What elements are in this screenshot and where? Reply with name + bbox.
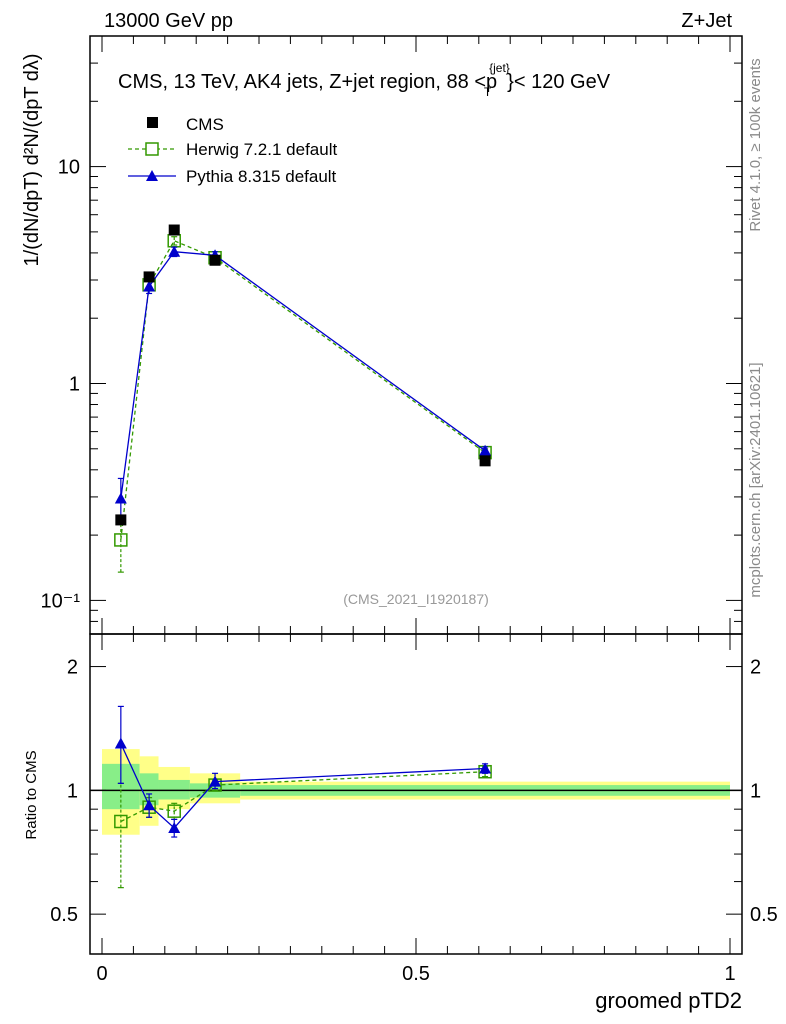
legend-marker-herwig [145, 142, 159, 156]
main-point-pythia [143, 280, 156, 292]
plot-title: CMS, 13 TeV, AK4 jets, Z+jet region, 88 … [118, 61, 611, 99]
process-label: Z+Jet [681, 10, 732, 32]
legend: CMS Herwig 7.2.1 default Pythia 8.315 de… [128, 115, 337, 186]
main-point-pythia [168, 245, 181, 257]
main-point-cms [115, 514, 127, 526]
ratio-ylabel: Ratio to CMS [23, 750, 40, 839]
ratio-point-pythia [143, 799, 156, 811]
main-series [114, 224, 492, 573]
ratio-band-inner [139, 773, 159, 806]
energy-label: 13000 GeV pp [104, 10, 233, 32]
ratio-ytick-label-right: 0.5 [750, 904, 778, 926]
xtick-label: 0 [96, 963, 107, 985]
ratio-point-pythia [209, 775, 222, 787]
title-sub: T [484, 85, 492, 99]
xtick-label: 1 [724, 963, 735, 985]
main-point-pythia [479, 444, 492, 456]
ratio-ytick-label: 0.5 [50, 904, 78, 926]
main-line-pythia [120, 251, 486, 499]
ratio-point-herwig [114, 814, 128, 829]
ratio-ytick-label-right: 1 [750, 780, 761, 802]
main-point-cms [168, 224, 180, 236]
main-point-cms [143, 271, 155, 283]
analysis-watermark: (CMS_2021_I1920187) [343, 591, 489, 607]
axis-ticks [90, 35, 742, 954]
mcplots-label: mcplots.cern.ch [arXiv:2401.10621] [747, 362, 764, 597]
ratio-bands [102, 749, 730, 835]
main-ytick-labels: 10⁻¹ 1 10 [41, 157, 81, 613]
title-sup: {jet} [489, 61, 510, 75]
ratio-point-herwig [167, 804, 181, 818]
ratio-ytick-labels: 0.5 1 2 0.5 1 2 [50, 657, 778, 927]
title-suffix: }< 120 GeV [507, 71, 611, 93]
xtick-label: 0.5 [402, 963, 430, 985]
main-point-cms [479, 455, 491, 467]
legend-label-cms: CMS [186, 115, 224, 134]
legend-label-herwig: Herwig 7.2.1 default [186, 140, 337, 159]
ratio-series [114, 705, 492, 889]
rivet-label: Rivet 4.1.0, ≥ 100k events [747, 58, 764, 231]
main-ytick-label: 1 [69, 373, 80, 395]
legend-marker-cms [147, 117, 158, 128]
ratio-ytick-label-right: 2 [750, 657, 761, 679]
main-ytick-label: 10⁻¹ [41, 590, 81, 612]
main-point-pythia [114, 492, 127, 504]
main-point-cms [209, 254, 221, 266]
xaxis-label: groomed pTD2 [595, 988, 742, 1013]
title-prefix: CMS, 13 TeV, AK4 jets, Z+jet region, 88 … [118, 71, 497, 93]
legend-label-pythia: Pythia 8.315 default [186, 167, 337, 186]
ratio-ytick-label: 1 [67, 780, 78, 802]
ratio-point-pythia [168, 821, 181, 833]
main-point-herwig [114, 533, 128, 547]
xtick-labels: 0 0.5 1 [96, 963, 735, 985]
ratio-point-pythia [114, 737, 127, 749]
main-ytick-label: 10 [58, 157, 80, 179]
ratio-ytick-label: 2 [67, 657, 78, 679]
main-ylabel: 1/(dN/dpT) d²N/(dpT dλ) [21, 53, 43, 266]
ratio-point-pythia [479, 762, 492, 774]
ratio-line-herwig [120, 771, 486, 823]
main-line-herwig [120, 239, 486, 541]
legend-marker-pythia [146, 170, 158, 181]
